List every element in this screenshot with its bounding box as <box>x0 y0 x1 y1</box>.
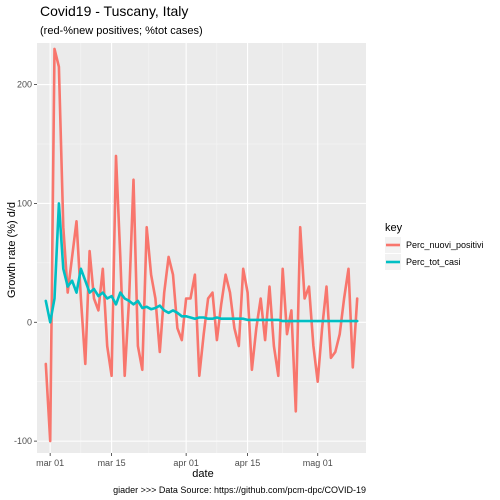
x-tick-label: mag 01 <box>303 458 333 468</box>
series-lines <box>44 47 359 443</box>
chart-subtitle: (red-%new positives; %tot cases) <box>40 25 203 37</box>
x-axis-ticks: mar 01 mar 15 apr 01 apr 15 mag 01 <box>36 453 333 468</box>
series-line-Perc_nuovi_positivi <box>44 47 359 443</box>
x-tick-label: apr 01 <box>173 458 199 468</box>
chart-title: Covid19 - Tuscany, Italy <box>40 3 188 19</box>
y-tick-label: 0 <box>27 317 32 327</box>
legend: key Perc_nuovi_positivi Perc_tot_casi <box>385 222 484 270</box>
legend-label: Perc_nuovi_positivi <box>406 240 484 250</box>
x-tick-label: mar 15 <box>98 458 126 468</box>
x-tick-label: mar 01 <box>36 458 64 468</box>
legend-title: key <box>385 222 403 234</box>
y-tick-label: 200 <box>17 80 32 90</box>
y-axis-title: Growth rate (%) d/d <box>6 202 18 298</box>
legend-label: Perc_tot_casi <box>406 257 461 267</box>
x-axis-title: date <box>192 468 213 480</box>
data-source-caption: giader >>> Data Source: https://github.c… <box>113 485 366 495</box>
y-axis-ticks: -100 0 100 200 <box>14 80 37 446</box>
x-tick-label: apr 15 <box>235 458 261 468</box>
plot-panel <box>37 43 366 453</box>
y-tick-label: -100 <box>14 436 32 446</box>
series-line-Perc_tot_casi <box>44 202 359 324</box>
y-tick-label: 100 <box>17 198 32 208</box>
